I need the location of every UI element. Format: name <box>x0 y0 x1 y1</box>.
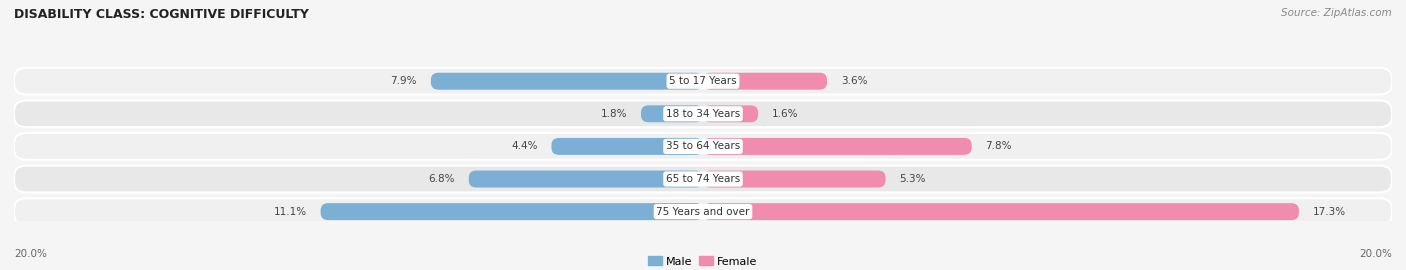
FancyBboxPatch shape <box>703 171 886 187</box>
Text: 6.8%: 6.8% <box>429 174 456 184</box>
FancyBboxPatch shape <box>14 166 1392 193</box>
Text: 1.8%: 1.8% <box>600 109 627 119</box>
Text: 7.9%: 7.9% <box>391 76 418 86</box>
Text: 20.0%: 20.0% <box>1360 249 1392 259</box>
Text: 4.4%: 4.4% <box>512 141 537 151</box>
Text: 5 to 17 Years: 5 to 17 Years <box>669 76 737 86</box>
Text: 18 to 34 Years: 18 to 34 Years <box>666 109 740 119</box>
FancyBboxPatch shape <box>14 68 1392 94</box>
FancyBboxPatch shape <box>430 73 703 90</box>
FancyBboxPatch shape <box>703 73 827 90</box>
FancyBboxPatch shape <box>703 105 758 122</box>
Legend: Male, Female: Male, Female <box>644 252 762 270</box>
Text: DISABILITY CLASS: COGNITIVE DIFFICULTY: DISABILITY CLASS: COGNITIVE DIFFICULTY <box>14 8 309 21</box>
Text: 5.3%: 5.3% <box>900 174 925 184</box>
FancyBboxPatch shape <box>703 138 972 155</box>
Text: 3.6%: 3.6% <box>841 76 868 86</box>
Text: Source: ZipAtlas.com: Source: ZipAtlas.com <box>1281 8 1392 18</box>
FancyBboxPatch shape <box>14 100 1392 127</box>
FancyBboxPatch shape <box>703 203 1299 220</box>
Text: 11.1%: 11.1% <box>274 207 307 217</box>
FancyBboxPatch shape <box>641 105 703 122</box>
FancyBboxPatch shape <box>321 203 703 220</box>
Text: 1.6%: 1.6% <box>772 109 799 119</box>
FancyBboxPatch shape <box>468 171 703 187</box>
Text: 35 to 64 Years: 35 to 64 Years <box>666 141 740 151</box>
Text: 65 to 74 Years: 65 to 74 Years <box>666 174 740 184</box>
Text: 20.0%: 20.0% <box>14 249 46 259</box>
FancyBboxPatch shape <box>14 198 1392 225</box>
Text: 7.8%: 7.8% <box>986 141 1012 151</box>
Text: 17.3%: 17.3% <box>1313 207 1346 217</box>
FancyBboxPatch shape <box>551 138 703 155</box>
Text: 75 Years and over: 75 Years and over <box>657 207 749 217</box>
FancyBboxPatch shape <box>14 133 1392 160</box>
